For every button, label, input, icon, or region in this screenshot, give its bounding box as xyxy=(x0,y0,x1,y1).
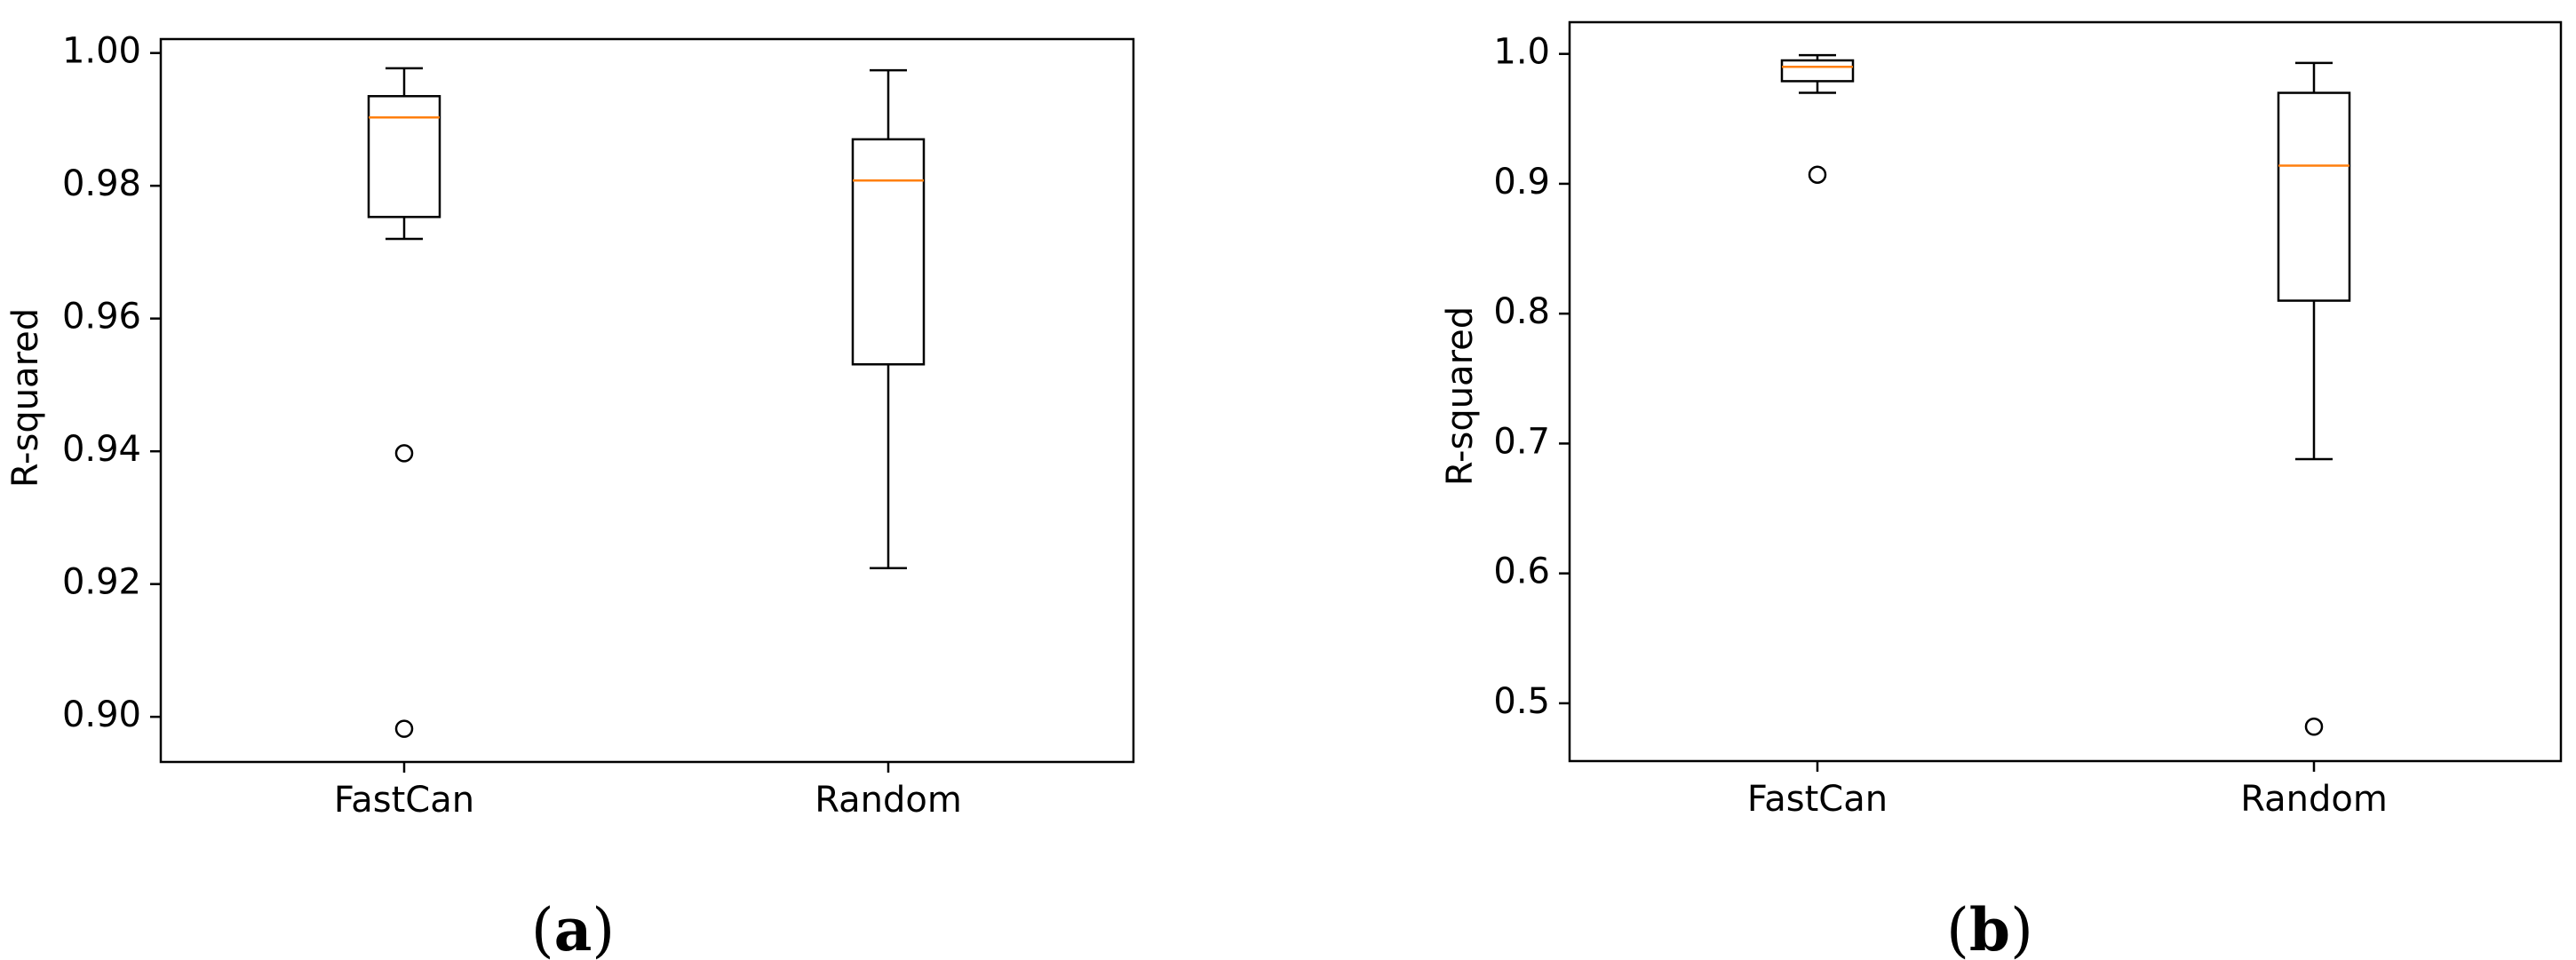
panel-a-label: (a) xyxy=(531,895,615,960)
panel-a-x-tick-label: Random xyxy=(815,780,962,821)
panel-a-y-tick-label: 0.92 xyxy=(62,562,141,603)
panel-a-plot-area: 0.90 0.92 0.94 0.96 0.98 1.00 FastCan Random xyxy=(62,31,1135,821)
panel-b-fastcan-boxplot xyxy=(1780,53,1855,184)
panel-a: 0.90 0.92 0.94 0.96 0.98 1.00 FastCan Random R-… xyxy=(5,31,1135,960)
panel-a-y-tick-label: 0.98 xyxy=(62,163,141,204)
panel-b-plot-area: 0.5 0.6 0.7 0.8 0.9 1.0 FastCan Random xyxy=(1493,20,2563,820)
panel-a-random-box xyxy=(851,138,926,366)
panel-b-y-tick-label: 0.5 xyxy=(1493,681,1550,722)
panel-a-y-tick-label: 0.90 xyxy=(62,694,141,735)
panel-b-random-outlier xyxy=(2304,717,2324,736)
panel-b-label-letter: b xyxy=(1969,895,2010,960)
panel-b-y-tick-label: 0.7 xyxy=(1493,421,1550,462)
panel-a-label-open: ( xyxy=(531,896,554,960)
panel-a-label-close: ) xyxy=(592,896,615,960)
panel-a-fastcan-boxplot xyxy=(367,67,441,738)
panel-b-y-tick-label: 0.8 xyxy=(1493,291,1550,332)
panel-b-label: (b) xyxy=(1946,895,2033,960)
panel-a-y-tick-label: 0.96 xyxy=(62,297,141,337)
panel-a-fastcan-box xyxy=(367,95,441,218)
panel-b-y-tick-label: 0.6 xyxy=(1493,551,1550,592)
panel-b-axes-frame xyxy=(1568,20,2563,763)
panel-a-y-axis-label: R-squared xyxy=(5,308,46,488)
panel-a-axes-frame xyxy=(159,37,1135,764)
panel-b-label-open: ( xyxy=(1946,896,1969,960)
panel-b-random-box xyxy=(2277,91,2351,302)
panel-b-label-close: ) xyxy=(2010,896,2033,960)
panel-b-y-tick-label: 1.0 xyxy=(1493,32,1550,73)
panel-a-fastcan-outlier xyxy=(394,719,414,738)
panel-a-random-boxplot xyxy=(851,68,926,569)
panel-a-fastcan-outlier xyxy=(394,444,414,463)
panel-b-random-boxplot xyxy=(2277,61,2351,736)
panel-b-x-tick-label: FastCan xyxy=(1747,779,1888,820)
panel-b-y-tick-label: 0.9 xyxy=(1493,162,1550,202)
panel-a-y-tick-label: 0.94 xyxy=(62,429,141,470)
panel-b-fastcan-box xyxy=(1780,59,1855,83)
panel-b-y-axis-label: R-squared xyxy=(1440,306,1481,486)
panel-b-x-tick-label: Random xyxy=(2240,779,2388,820)
panel-a-label-letter: a xyxy=(554,895,592,960)
panel-b-fastcan-outlier xyxy=(1808,165,1827,184)
panel-b: 0.5 0.6 0.7 0.8 0.9 1.0 FastCan Random R-square… xyxy=(1440,20,2563,960)
panel-a-x-tick-label: FastCan xyxy=(334,780,474,821)
panel-a-y-tick-label: 1.00 xyxy=(62,31,141,72)
